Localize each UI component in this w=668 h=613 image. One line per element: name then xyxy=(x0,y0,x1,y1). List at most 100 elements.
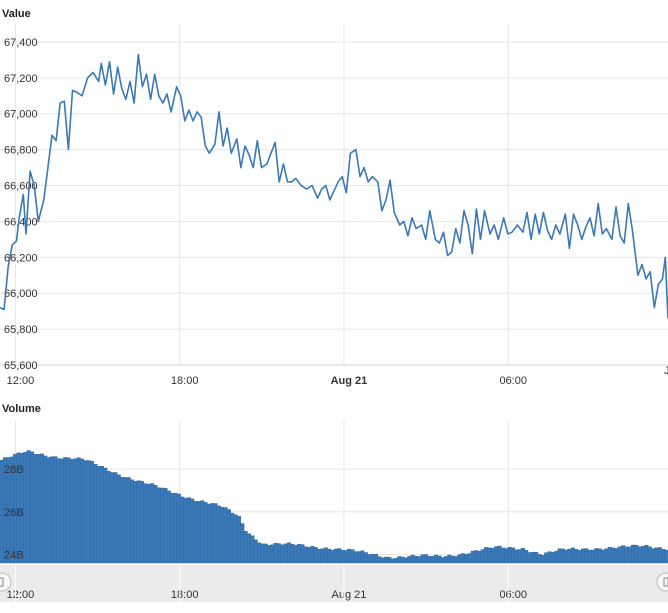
volume-bar xyxy=(621,545,626,564)
volume-bar xyxy=(330,549,335,564)
volume-bar xyxy=(270,544,275,564)
volume-bar xyxy=(333,548,338,564)
volume-bar xyxy=(470,550,475,564)
volume-bar xyxy=(353,551,358,564)
volume-bar xyxy=(524,550,529,564)
volume-bar xyxy=(63,457,68,564)
volume-bar xyxy=(427,556,432,564)
value-x-tick-clipped: J xyxy=(664,365,668,377)
volume-bar xyxy=(240,523,245,564)
volume-bar xyxy=(49,456,54,564)
volume-bar xyxy=(287,542,292,564)
volume-bar xyxy=(407,556,412,564)
navigator[interactable]: 12:00 18:00 Aug 21 06:00 xyxy=(0,565,668,602)
volume-bar xyxy=(540,555,545,564)
volume-bar xyxy=(150,483,155,564)
volume-bar xyxy=(340,549,345,564)
volume-bar xyxy=(520,548,525,564)
volume-bar xyxy=(347,548,352,564)
navigator-background[interactable] xyxy=(0,565,668,602)
volume-bar xyxy=(343,550,348,564)
volume-bar xyxy=(460,553,465,564)
volume-bar xyxy=(413,555,419,564)
volume-bar xyxy=(617,546,622,564)
navigator-x-tick-label: 18:00 xyxy=(171,589,199,601)
volume-bar xyxy=(480,549,485,564)
volume-bar xyxy=(477,550,482,564)
volume-bar xyxy=(23,452,28,564)
volume-bar xyxy=(530,552,535,564)
volume-bar xyxy=(250,535,255,564)
volume-bar xyxy=(163,488,168,564)
volume-bar xyxy=(517,549,522,564)
volume-bar xyxy=(233,514,238,564)
volume-bar xyxy=(246,533,252,564)
volume-bar xyxy=(310,546,315,564)
volume-bar xyxy=(580,548,585,564)
volume-bar xyxy=(193,501,198,564)
volume-bar xyxy=(113,472,118,564)
volume-bar xyxy=(577,550,582,564)
volume-bar xyxy=(260,543,265,564)
volume-bar xyxy=(56,458,61,564)
volume-bar xyxy=(560,548,565,564)
volume-bar xyxy=(196,501,201,564)
volume-bar xyxy=(661,549,666,564)
volume-bar xyxy=(634,545,639,564)
volume-bar xyxy=(103,467,108,564)
value-gridlines xyxy=(0,24,668,366)
volume-bar xyxy=(397,556,402,564)
volume-bar xyxy=(444,556,449,564)
volume-bar xyxy=(173,492,178,564)
navigator-left-handle-grip-icon xyxy=(0,577,4,587)
navigator-right-handle-grip-icon xyxy=(663,577,668,587)
volume-bar xyxy=(487,547,492,564)
volume-bar xyxy=(657,547,662,564)
value-x-tick-label: 12:00 xyxy=(7,375,35,387)
navigator-x-tick-labels: 12:00 18:00 Aug 21 06:00 xyxy=(7,589,527,601)
volume-bar xyxy=(440,557,445,564)
volume-bar xyxy=(293,545,298,564)
volume-bar xyxy=(290,544,295,564)
volume-bar xyxy=(303,546,308,564)
volume-bar xyxy=(514,549,519,564)
volume-bar xyxy=(96,466,101,564)
volume-bar xyxy=(126,477,131,564)
volume-bar xyxy=(590,549,596,564)
volume-bar xyxy=(641,546,646,564)
volume-bar xyxy=(430,556,435,564)
navigator-x-tick-label: 06:00 xyxy=(499,589,527,601)
volume-bar xyxy=(644,544,649,564)
volume-bar xyxy=(83,460,88,564)
volume-bar xyxy=(377,556,382,564)
volume-bar xyxy=(437,555,442,564)
value-y-tick-labels: 65,60065,80066,00066,20066,40066,60066,8… xyxy=(4,37,38,372)
volume-bar xyxy=(76,457,81,564)
volume-bar xyxy=(637,546,642,564)
volume-bar xyxy=(59,458,64,564)
volume-bar xyxy=(544,552,549,564)
volume-y-tick-labels: 24B 26B 28B xyxy=(4,464,24,561)
volume-bar xyxy=(534,552,539,564)
volume-bar xyxy=(66,457,71,564)
volume-bar xyxy=(500,547,505,564)
volume-bar xyxy=(160,487,165,564)
volume-bar xyxy=(300,544,305,564)
volume-bar xyxy=(93,464,98,564)
volume-bar xyxy=(597,548,602,564)
navigator-gridlines xyxy=(14,565,509,602)
volume-bar xyxy=(390,558,395,564)
volume-bar xyxy=(554,550,559,564)
volume-bar xyxy=(450,555,455,564)
volume-y-tick-label: 28B xyxy=(4,464,24,476)
volume-bar xyxy=(223,507,228,564)
volume-bar xyxy=(594,548,599,564)
volume-bar xyxy=(273,542,278,564)
volume-bar xyxy=(133,481,138,564)
volume-bar xyxy=(153,485,158,564)
volume-bar xyxy=(200,500,205,564)
volume-bar xyxy=(454,556,459,564)
volume-bar xyxy=(357,551,362,564)
volume-bar xyxy=(280,544,285,564)
